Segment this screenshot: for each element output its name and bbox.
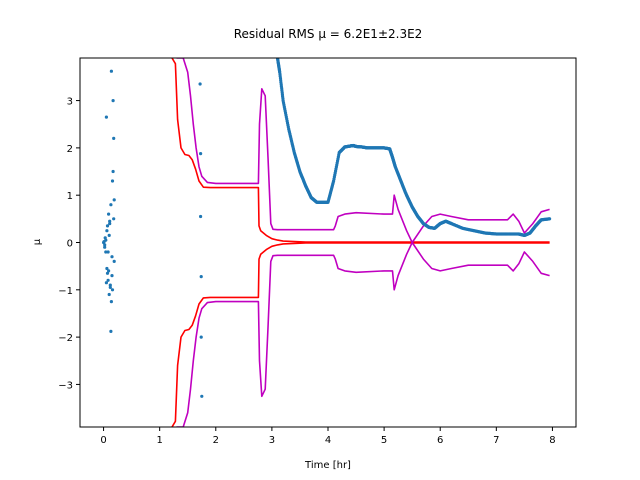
x-axis: 0 1 2 3 4 5 6 7 8 (100, 427, 556, 446)
x-tick-label: 1 (156, 435, 162, 446)
data-point (110, 179, 115, 183)
x-tick-label: 0 (100, 435, 106, 446)
x-tick-label: 6 (437, 435, 443, 446)
data-point (109, 69, 113, 73)
series-dots-4 (275, 58, 552, 237)
y-tick-label: 2 (67, 144, 73, 155)
data-point (106, 278, 110, 282)
data-point (110, 274, 114, 278)
data-point (105, 224, 110, 228)
y-axis: −3 −2 −1 0 1 2 3 (58, 97, 80, 391)
data-point (200, 394, 204, 398)
data-point (111, 99, 115, 103)
data-point (107, 269, 111, 273)
data-point (108, 283, 112, 287)
data-point (103, 245, 107, 249)
data-point (199, 335, 203, 339)
data-point (109, 329, 113, 333)
data-point (106, 250, 110, 254)
x-tick-label: 2 (213, 435, 219, 446)
series-scatter-5 (102, 69, 204, 398)
data-point (105, 266, 109, 271)
series-line-1 (171, 242, 550, 427)
data-point (110, 288, 115, 292)
data-point (107, 292, 111, 297)
y-tick-label: 3 (67, 97, 73, 108)
data-point (112, 259, 116, 263)
data-point (112, 136, 116, 140)
y-tick-label: −2 (58, 333, 73, 344)
data-point (548, 217, 552, 221)
data-point (108, 285, 112, 289)
data-point (109, 300, 113, 304)
data-point (103, 243, 107, 247)
data-point (104, 281, 108, 285)
data-point (104, 238, 108, 242)
data-point (110, 255, 114, 259)
data-point (109, 203, 113, 207)
chart-title: Residual RMS μ = 6.2E1±2.3E2 (234, 27, 423, 41)
data-point (111, 169, 115, 174)
x-tick-label: 8 (549, 435, 555, 446)
data-point (104, 115, 108, 119)
x-tick-label: 5 (381, 435, 387, 446)
data-point (199, 275, 203, 279)
data-point (107, 212, 111, 216)
data-point (198, 82, 202, 86)
x-axis-label: Time [hr] (304, 460, 351, 471)
data-point (108, 222, 112, 226)
y-axis-label: μ (32, 238, 43, 245)
data-point (105, 229, 109, 233)
data-point (104, 250, 108, 254)
series-line-0 (171, 58, 550, 243)
data-point (107, 233, 111, 237)
series-layer (102, 58, 552, 427)
series-line-3 (176, 241, 550, 427)
data-point (105, 271, 110, 275)
y-tick-label: 1 (67, 191, 73, 202)
x-tick-label: 3 (269, 435, 275, 446)
data-point (108, 219, 112, 223)
data-point (112, 217, 116, 221)
y-tick-label: −3 (58, 380, 73, 391)
series-line-2 (176, 58, 550, 244)
x-tick-label: 7 (493, 435, 499, 446)
data-point (112, 198, 116, 202)
x-tick-label: 4 (325, 435, 331, 446)
y-tick-label: 0 (67, 239, 73, 250)
data-point (199, 152, 203, 156)
data-point (199, 214, 203, 219)
y-tick-label: −1 (58, 286, 73, 297)
